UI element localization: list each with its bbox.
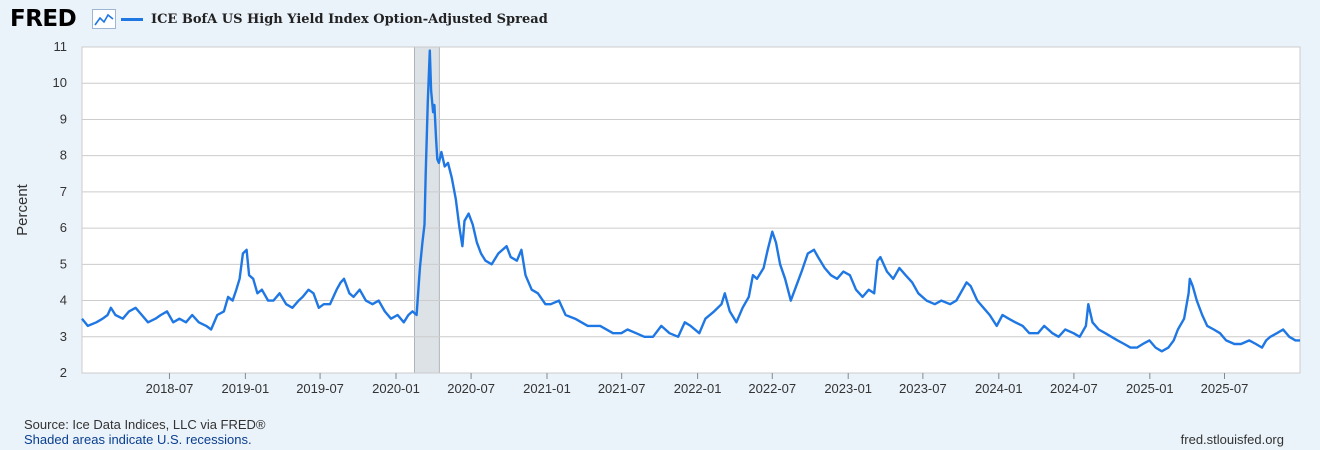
x-tick-label: 2018-07: [146, 381, 194, 396]
y-axis-ticks: 2 3 4 5 6 7 8 9 10 11: [53, 39, 67, 380]
x-tick-label: 2022-07: [748, 381, 796, 396]
legend-swatch: [121, 18, 143, 21]
y-tick-label: 8: [60, 148, 67, 163]
x-tick-label: 2019-07: [296, 381, 344, 396]
x-tick-label: 2025-07: [1201, 381, 1249, 396]
x-axis-ticks: 2018-07 2019-01 2019-07 2020-01 2020-07 2021-…: [146, 373, 1249, 396]
y-tick-label: 10: [53, 75, 67, 90]
legend-label: ICE BofA US High Yield Index Option-Adju…: [151, 12, 548, 27]
fred-logo[interactable]: FRED: [10, 6, 77, 32]
series-line: [81, 49, 1300, 353]
x-tick-label: 2023-01: [824, 381, 872, 396]
x-tick-label: 2024-07: [1050, 381, 1098, 396]
y-axis-label: Percent: [14, 183, 31, 236]
y-tick-label: 5: [60, 256, 67, 271]
chart-legend: ICE BofA US High Yield Index Option-Adju…: [121, 12, 548, 27]
y-tick-label: 9: [60, 111, 67, 126]
source-note: Source: Ice Data Indices, LLC via FRED®: [24, 417, 266, 432]
y-tick-label: 2: [60, 365, 67, 380]
y-tick-label: 4: [60, 293, 67, 308]
y-tick-label: 7: [60, 184, 67, 199]
x-tick-label: 2021-07: [598, 381, 646, 396]
x-tick-label: 2020-07: [447, 381, 495, 396]
gridlines: [82, 46, 1300, 374]
x-tick-label: 2023-07: [899, 381, 947, 396]
y-tick-label: 3: [60, 329, 67, 344]
x-tick-label: 2025-01: [1126, 381, 1174, 396]
y-tick-label: 6: [60, 220, 67, 235]
chart-header: FRED ICE BofA US High Yield Index Option…: [0, 0, 1320, 42]
x-tick-label: 2024-01: [975, 381, 1023, 396]
plot-area: [81, 46, 1301, 374]
recession-note[interactable]: Shaded areas indicate U.S. recessions.: [24, 432, 252, 447]
x-tick-label: 2020-01: [372, 381, 420, 396]
line-chart-icon: [92, 9, 116, 29]
y-tick-label: 11: [54, 39, 68, 54]
x-tick-label: 2019-01: [222, 381, 270, 396]
x-tick-label: 2021-01: [523, 381, 571, 396]
fred-url[interactable]: fred.stlouisfed.org: [1180, 432, 1284, 447]
x-tick-label: 2022-01: [674, 381, 722, 396]
